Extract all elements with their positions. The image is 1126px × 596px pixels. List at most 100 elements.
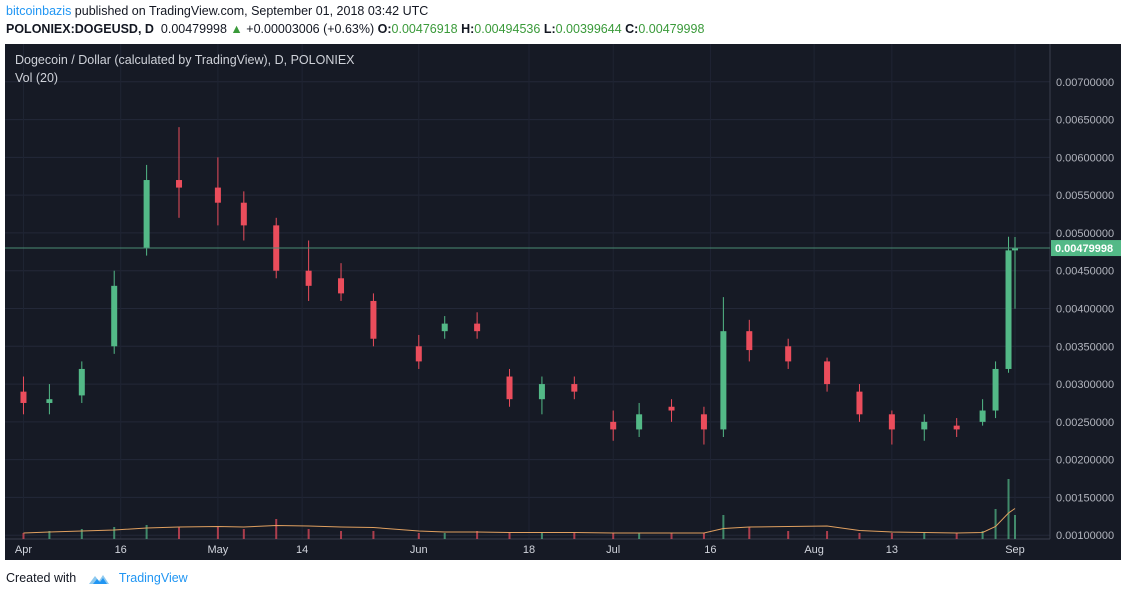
- candle-body: [176, 180, 183, 188]
- volume-bar: [748, 527, 751, 539]
- volume-bar: [955, 533, 958, 539]
- volume-bar: [573, 533, 576, 539]
- ohlc-line: POLONIEX:DOGEUSD, D 0.00479998 ▲ +0.0000…: [6, 22, 704, 36]
- x-tick-label: Aug: [804, 544, 824, 556]
- volume-bar: [80, 529, 83, 539]
- tradingview-link[interactable]: TradingView: [118, 571, 188, 585]
- x-tick-label: 16: [704, 544, 716, 556]
- symbol-label: POLONIEX:DOGEUSD, D: [6, 22, 154, 36]
- y-tick-label: 0.00250000: [1056, 417, 1114, 429]
- y-tick-label: 0.00100000: [1056, 530, 1114, 542]
- candle-body: [474, 323, 481, 332]
- volume-bar: [638, 533, 641, 539]
- low-value: 0.00399644: [555, 22, 622, 36]
- change-value: +0.00003006 (+0.63%): [246, 22, 375, 36]
- last-price-label: 0.00479998: [1055, 243, 1113, 255]
- volume-bar: [890, 533, 893, 539]
- open-label: O:: [377, 22, 392, 36]
- price-value: 0.00479998: [160, 22, 227, 36]
- candle-body: [305, 270, 312, 286]
- x-tick-label: 14: [296, 544, 308, 556]
- candle-body: [610, 421, 617, 430]
- candle-body: [370, 300, 377, 339]
- candle-body: [240, 202, 247, 226]
- y-tick-label: 0.00200000: [1056, 455, 1114, 467]
- volume-bar: [981, 531, 984, 539]
- x-tick-label: Jul: [606, 544, 620, 556]
- candle-body: [338, 278, 345, 294]
- candle-body: [441, 323, 448, 332]
- y-tick-label: 0.00600000: [1056, 152, 1114, 164]
- volume-bar: [22, 533, 25, 539]
- x-tick-label: 18: [523, 544, 535, 556]
- volume-bar: [858, 533, 861, 539]
- y-tick-label: 0.00400000: [1056, 304, 1114, 316]
- volume-bar: [722, 515, 725, 539]
- y-tick-label: 0.00350000: [1056, 341, 1114, 353]
- candle-body: [78, 368, 85, 396]
- candle-body: [636, 414, 643, 430]
- close-label: C:: [625, 22, 639, 36]
- volume-bar: [1007, 479, 1010, 539]
- price-chart[interactable]: 0.00700000 0.00650000 0.00600000 0.00550000…: [5, 44, 1121, 560]
- footer: Created with TradingView: [6, 571, 188, 585]
- y-tick-label: 0.00450000: [1056, 266, 1114, 278]
- volume-bar: [508, 533, 511, 539]
- volume-bar: [443, 533, 446, 539]
- volume-bar: [994, 509, 997, 539]
- y-tick-label: 0.00500000: [1056, 228, 1114, 240]
- candle-body: [20, 391, 27, 403]
- volume-bar: [275, 519, 278, 539]
- volume-bar: [702, 533, 705, 539]
- volume-bar: [1014, 515, 1016, 539]
- volume-bar: [476, 531, 479, 539]
- candle-body: [992, 368, 999, 411]
- x-tick-label: May: [208, 544, 229, 556]
- candle-body: [1012, 248, 1018, 251]
- x-tick-label: 13: [886, 544, 898, 556]
- chart-canvas[interactable]: 0.00700000 0.00650000 0.00600000 0.00550000…: [5, 44, 1121, 560]
- volume-bar: [145, 525, 148, 539]
- open-value: 0.00476918: [391, 22, 458, 36]
- candle-body: [720, 331, 727, 430]
- volume-bar: [340, 531, 343, 539]
- publish-info: bitcoinbazis published on TradingView.co…: [6, 4, 428, 18]
- y-tick-label: 0.00700000: [1056, 77, 1114, 89]
- candle-body: [46, 399, 53, 403]
- volume-bar: [923, 533, 926, 539]
- candle-body: [1005, 250, 1012, 369]
- x-tick-label: 16: [115, 544, 127, 556]
- candle-body: [668, 406, 675, 411]
- candle-body: [538, 384, 545, 400]
- candle-body: [979, 410, 986, 422]
- y-tick-label: 0.00650000: [1056, 115, 1114, 127]
- tradingview-logo-icon: [88, 574, 109, 584]
- author-link[interactable]: bitcoinbazis: [6, 4, 72, 18]
- volume-bar: [372, 531, 375, 539]
- published-text: published on TradingView.com, September …: [71, 4, 429, 18]
- y-tick-label: 0.00300000: [1056, 379, 1114, 391]
- volume-bar: [417, 533, 420, 539]
- x-tick-label: Apr: [15, 544, 32, 556]
- volume-bar: [670, 533, 673, 539]
- volume-bar: [307, 529, 310, 539]
- candle-body: [824, 361, 831, 385]
- high-label: H:: [461, 22, 475, 36]
- chart-title: Dogecoin / Dollar (calculated by Trading…: [15, 53, 355, 67]
- volume-bar: [612, 533, 615, 539]
- candle-body: [746, 331, 753, 351]
- candle-body: [785, 346, 792, 362]
- last-price-badge: [1051, 240, 1121, 257]
- volume-bar: [826, 531, 829, 539]
- y-tick-label: 0.00150000: [1056, 492, 1114, 504]
- volume-bar: [216, 527, 219, 539]
- candle-body: [888, 414, 895, 430]
- volume-bar: [242, 529, 245, 539]
- volume-bar: [48, 531, 51, 539]
- candle-body: [856, 391, 863, 415]
- candle-body: [700, 414, 707, 430]
- low-label: L:: [543, 22, 556, 36]
- candle-body: [111, 285, 118, 347]
- volume-bar: [178, 527, 181, 539]
- up-arrow-icon: ▲: [230, 22, 243, 36]
